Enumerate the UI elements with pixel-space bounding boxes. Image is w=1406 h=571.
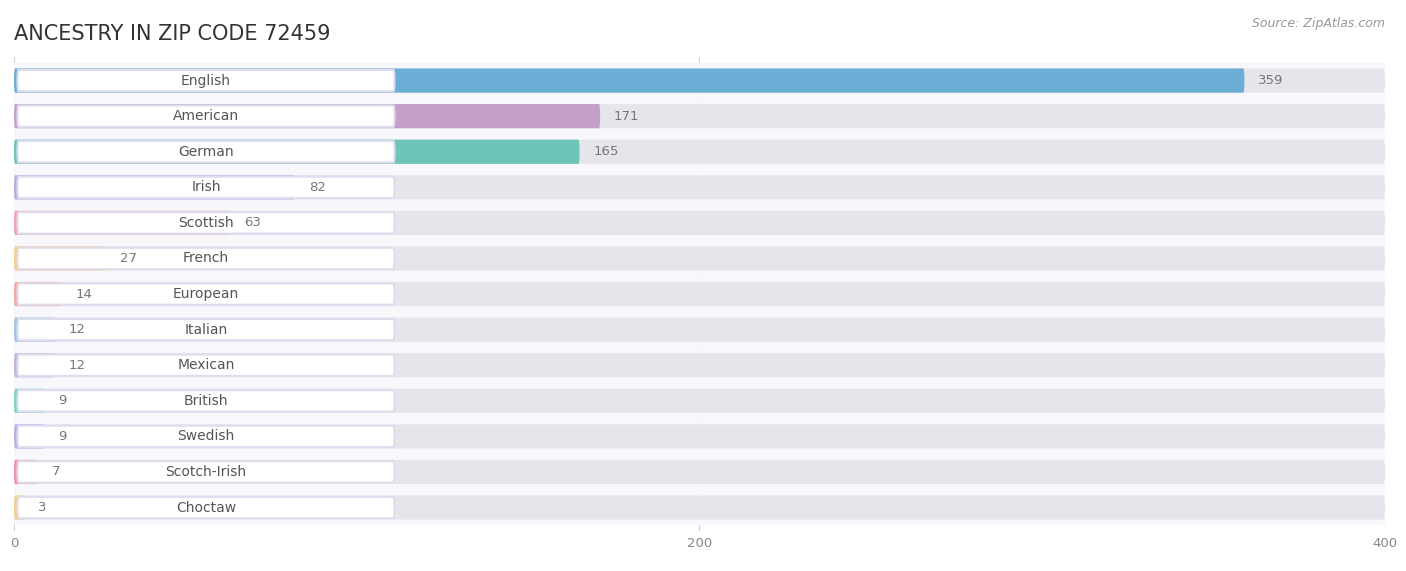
Text: 9: 9 [59,430,67,443]
Text: Irish: Irish [191,180,221,194]
FancyBboxPatch shape [14,211,231,235]
FancyBboxPatch shape [14,389,1385,413]
Text: British: British [184,394,228,408]
Text: 359: 359 [1258,74,1284,87]
FancyBboxPatch shape [14,247,107,271]
FancyBboxPatch shape [14,175,1385,199]
Text: 82: 82 [309,181,326,194]
Text: 63: 63 [243,216,260,230]
FancyBboxPatch shape [14,496,1385,520]
FancyBboxPatch shape [14,282,62,306]
FancyBboxPatch shape [14,424,45,448]
Text: 9: 9 [59,395,67,407]
Text: Choctaw: Choctaw [176,501,236,514]
FancyBboxPatch shape [14,104,1385,128]
FancyBboxPatch shape [14,383,1385,419]
Text: Italian: Italian [184,323,228,337]
Text: Swedish: Swedish [177,429,235,444]
FancyBboxPatch shape [14,170,1385,205]
FancyBboxPatch shape [17,212,395,234]
FancyBboxPatch shape [14,460,38,484]
FancyBboxPatch shape [14,140,579,164]
FancyBboxPatch shape [14,175,295,199]
FancyBboxPatch shape [14,98,1385,134]
FancyBboxPatch shape [14,140,1385,164]
FancyBboxPatch shape [14,104,600,128]
FancyBboxPatch shape [17,106,395,127]
FancyBboxPatch shape [14,347,1385,383]
FancyBboxPatch shape [14,460,1385,484]
FancyBboxPatch shape [17,176,395,198]
Text: 12: 12 [69,323,86,336]
Text: 14: 14 [76,288,93,300]
FancyBboxPatch shape [17,426,395,447]
FancyBboxPatch shape [17,461,395,482]
Text: 3: 3 [38,501,46,514]
FancyBboxPatch shape [14,205,1385,241]
FancyBboxPatch shape [14,419,1385,454]
FancyBboxPatch shape [17,248,395,269]
FancyBboxPatch shape [17,70,395,91]
FancyBboxPatch shape [17,319,395,340]
FancyBboxPatch shape [14,353,1385,377]
FancyBboxPatch shape [14,454,1385,490]
Text: 171: 171 [614,110,640,123]
FancyBboxPatch shape [14,424,1385,448]
Text: ANCESTRY IN ZIP CODE 72459: ANCESTRY IN ZIP CODE 72459 [14,25,330,45]
Text: French: French [183,251,229,266]
FancyBboxPatch shape [14,353,55,377]
FancyBboxPatch shape [17,355,395,376]
Text: European: European [173,287,239,301]
FancyBboxPatch shape [14,282,1385,306]
FancyBboxPatch shape [17,497,395,518]
Text: American: American [173,109,239,123]
FancyBboxPatch shape [14,134,1385,170]
Text: German: German [179,144,233,159]
FancyBboxPatch shape [14,69,1385,93]
FancyBboxPatch shape [14,317,55,341]
FancyBboxPatch shape [14,211,1385,235]
Text: Scottish: Scottish [179,216,233,230]
FancyBboxPatch shape [17,390,395,412]
FancyBboxPatch shape [14,276,1385,312]
Text: English: English [181,74,231,87]
FancyBboxPatch shape [14,247,1385,271]
FancyBboxPatch shape [14,63,1385,98]
Text: Mexican: Mexican [177,358,235,372]
Text: Scotch-Irish: Scotch-Irish [166,465,246,479]
FancyBboxPatch shape [14,69,1244,93]
Text: 12: 12 [69,359,86,372]
FancyBboxPatch shape [14,389,45,413]
Text: 27: 27 [121,252,138,265]
FancyBboxPatch shape [17,283,395,305]
FancyBboxPatch shape [14,241,1385,276]
FancyBboxPatch shape [14,490,1385,525]
FancyBboxPatch shape [14,496,24,520]
FancyBboxPatch shape [14,317,1385,341]
Text: 165: 165 [593,145,619,158]
FancyBboxPatch shape [14,312,1385,347]
FancyBboxPatch shape [17,141,395,162]
Text: Source: ZipAtlas.com: Source: ZipAtlas.com [1251,17,1385,30]
Text: 7: 7 [52,465,60,478]
